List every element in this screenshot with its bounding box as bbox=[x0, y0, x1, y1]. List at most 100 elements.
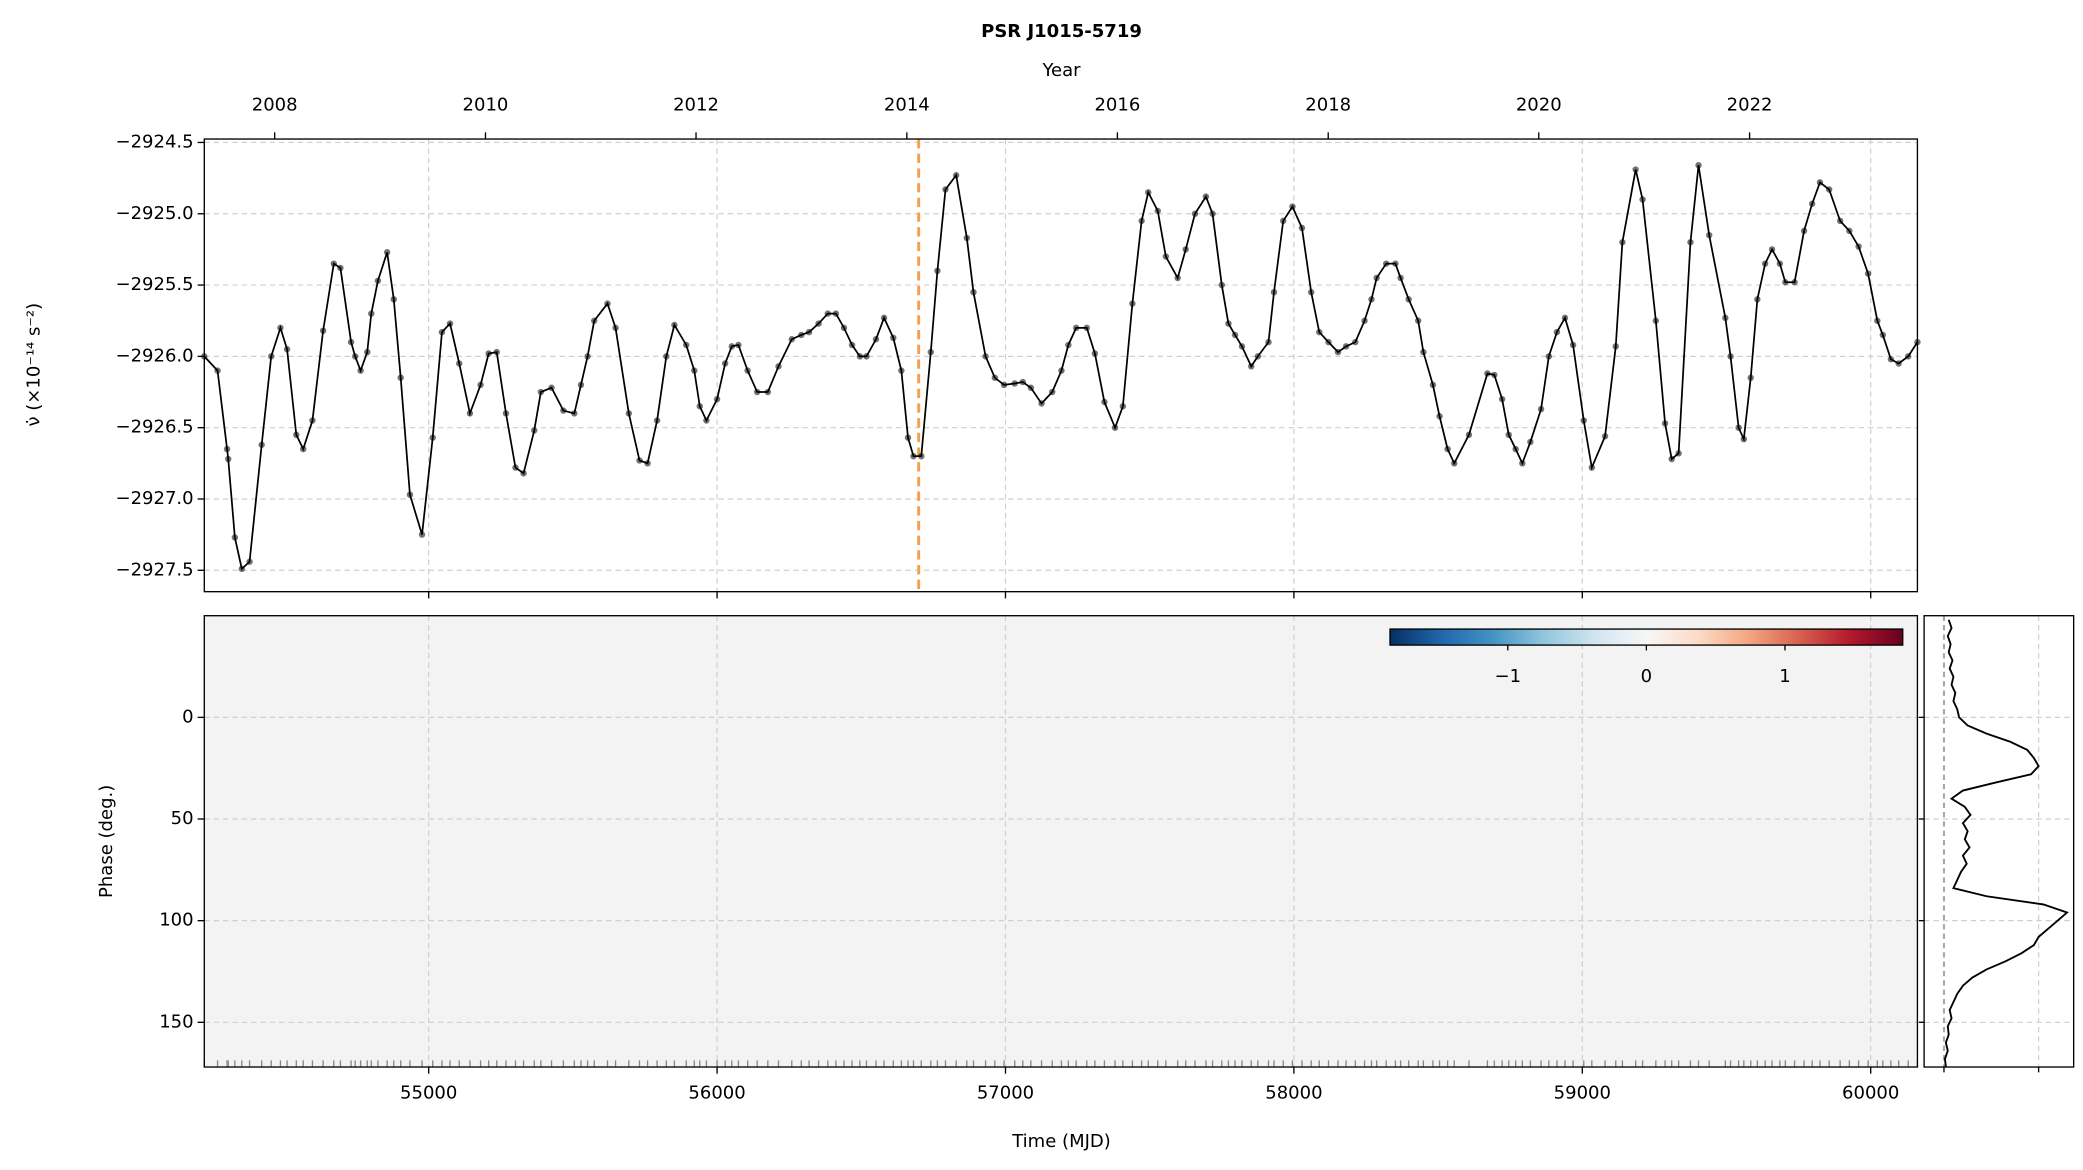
y-axis-label: ν̇ (×10⁻¹⁴ s⁻²) bbox=[24, 303, 45, 427]
data-point bbox=[934, 267, 941, 275]
x-tick-label: 56000 bbox=[688, 1083, 745, 1104]
data-point bbox=[1289, 203, 1296, 210]
data-point bbox=[1225, 320, 1232, 327]
chart-title: PSR J1015-5719 bbox=[981, 21, 1142, 42]
data-point bbox=[1091, 350, 1099, 357]
data-point bbox=[1864, 270, 1872, 277]
y-tick-label: −2926.0 bbox=[115, 345, 193, 366]
data-point bbox=[1619, 239, 1626, 246]
data-point bbox=[1465, 431, 1473, 439]
data-point bbox=[293, 431, 300, 439]
data-point bbox=[1687, 239, 1694, 246]
colorbar bbox=[1389, 628, 1904, 646]
data-point bbox=[571, 410, 578, 417]
data-point bbox=[1561, 314, 1569, 322]
data-point bbox=[477, 381, 484, 389]
data-point bbox=[1414, 317, 1422, 324]
data-point bbox=[1382, 260, 1390, 267]
data-point bbox=[644, 460, 651, 467]
data-point bbox=[721, 360, 729, 367]
data-point bbox=[872, 336, 880, 343]
y-axis-label: Phase (deg.) bbox=[96, 785, 117, 898]
data-point bbox=[1761, 260, 1769, 267]
data-point bbox=[991, 374, 999, 381]
data-point bbox=[703, 417, 710, 424]
data-point bbox=[880, 314, 888, 322]
y-tick-label: −2925.5 bbox=[115, 274, 193, 295]
data-point bbox=[764, 388, 772, 396]
data-point bbox=[1342, 343, 1350, 350]
y-tick-label: −2925.0 bbox=[115, 203, 193, 224]
data-point bbox=[1887, 356, 1895, 363]
data-point bbox=[1325, 338, 1332, 346]
data-point bbox=[625, 410, 633, 417]
frame bbox=[203, 615, 1919, 1068]
data-point bbox=[713, 395, 721, 403]
x-tick-label: 59000 bbox=[1554, 1083, 1611, 1104]
data-point bbox=[1874, 317, 1881, 324]
data-point bbox=[267, 353, 275, 360]
data-point bbox=[1612, 343, 1619, 350]
data-point bbox=[1498, 395, 1506, 403]
data-point bbox=[1569, 341, 1577, 349]
data-point bbox=[832, 310, 840, 317]
y-tick-label: 0 bbox=[182, 706, 193, 727]
data-point bbox=[1174, 274, 1181, 282]
data-point bbox=[1722, 314, 1729, 322]
data-point bbox=[418, 531, 426, 538]
data-point bbox=[1791, 279, 1798, 286]
data-point bbox=[1512, 445, 1519, 453]
data-point bbox=[1705, 231, 1713, 239]
x-tick-label: 57000 bbox=[977, 1083, 1034, 1104]
data-point bbox=[283, 346, 291, 353]
data-point bbox=[1270, 288, 1278, 296]
data-point bbox=[1129, 300, 1136, 307]
data-point bbox=[231, 534, 239, 541]
data-point bbox=[663, 353, 670, 360]
data-point bbox=[1768, 246, 1776, 253]
data-point bbox=[512, 464, 519, 471]
data-point bbox=[1154, 207, 1161, 215]
data-point bbox=[1065, 341, 1072, 349]
data-point bbox=[225, 455, 232, 463]
data-point bbox=[1808, 200, 1816, 207]
data-point bbox=[246, 558, 253, 565]
data-point bbox=[1782, 279, 1789, 286]
data-point bbox=[805, 328, 813, 336]
data-point bbox=[520, 470, 527, 477]
data-point bbox=[1451, 460, 1458, 467]
data-point bbox=[1334, 348, 1342, 356]
data-point bbox=[1545, 353, 1553, 360]
data-point bbox=[970, 288, 977, 296]
data-point bbox=[1816, 179, 1824, 186]
pulse-profile bbox=[1943, 619, 2069, 1068]
data-point bbox=[351, 353, 359, 360]
data-point bbox=[735, 341, 742, 349]
data-point bbox=[1668, 455, 1675, 463]
colorbar-tick-label: −1 bbox=[1495, 666, 1522, 687]
data-point bbox=[300, 445, 307, 453]
data-point bbox=[1588, 464, 1596, 471]
data-point bbox=[942, 186, 949, 193]
x-tick-label: 58000 bbox=[1265, 1083, 1322, 1104]
data-point bbox=[1519, 460, 1526, 467]
data-point bbox=[1373, 274, 1380, 282]
data-point bbox=[214, 367, 221, 374]
data-point bbox=[347, 338, 355, 346]
data-point bbox=[910, 452, 917, 460]
data-point bbox=[584, 353, 591, 360]
data-point bbox=[337, 264, 344, 272]
x2-tick-label: 2016 bbox=[1094, 95, 1140, 116]
data-point bbox=[1747, 374, 1754, 381]
data-point bbox=[502, 410, 510, 417]
data-point bbox=[1083, 324, 1091, 332]
data-point bbox=[856, 353, 864, 360]
data-point bbox=[330, 260, 337, 267]
data-point bbox=[560, 407, 567, 414]
data-point bbox=[1652, 317, 1660, 324]
data-point bbox=[1307, 288, 1315, 296]
data-point bbox=[1895, 360, 1902, 367]
data-point bbox=[1397, 274, 1404, 282]
data-point bbox=[374, 277, 382, 284]
